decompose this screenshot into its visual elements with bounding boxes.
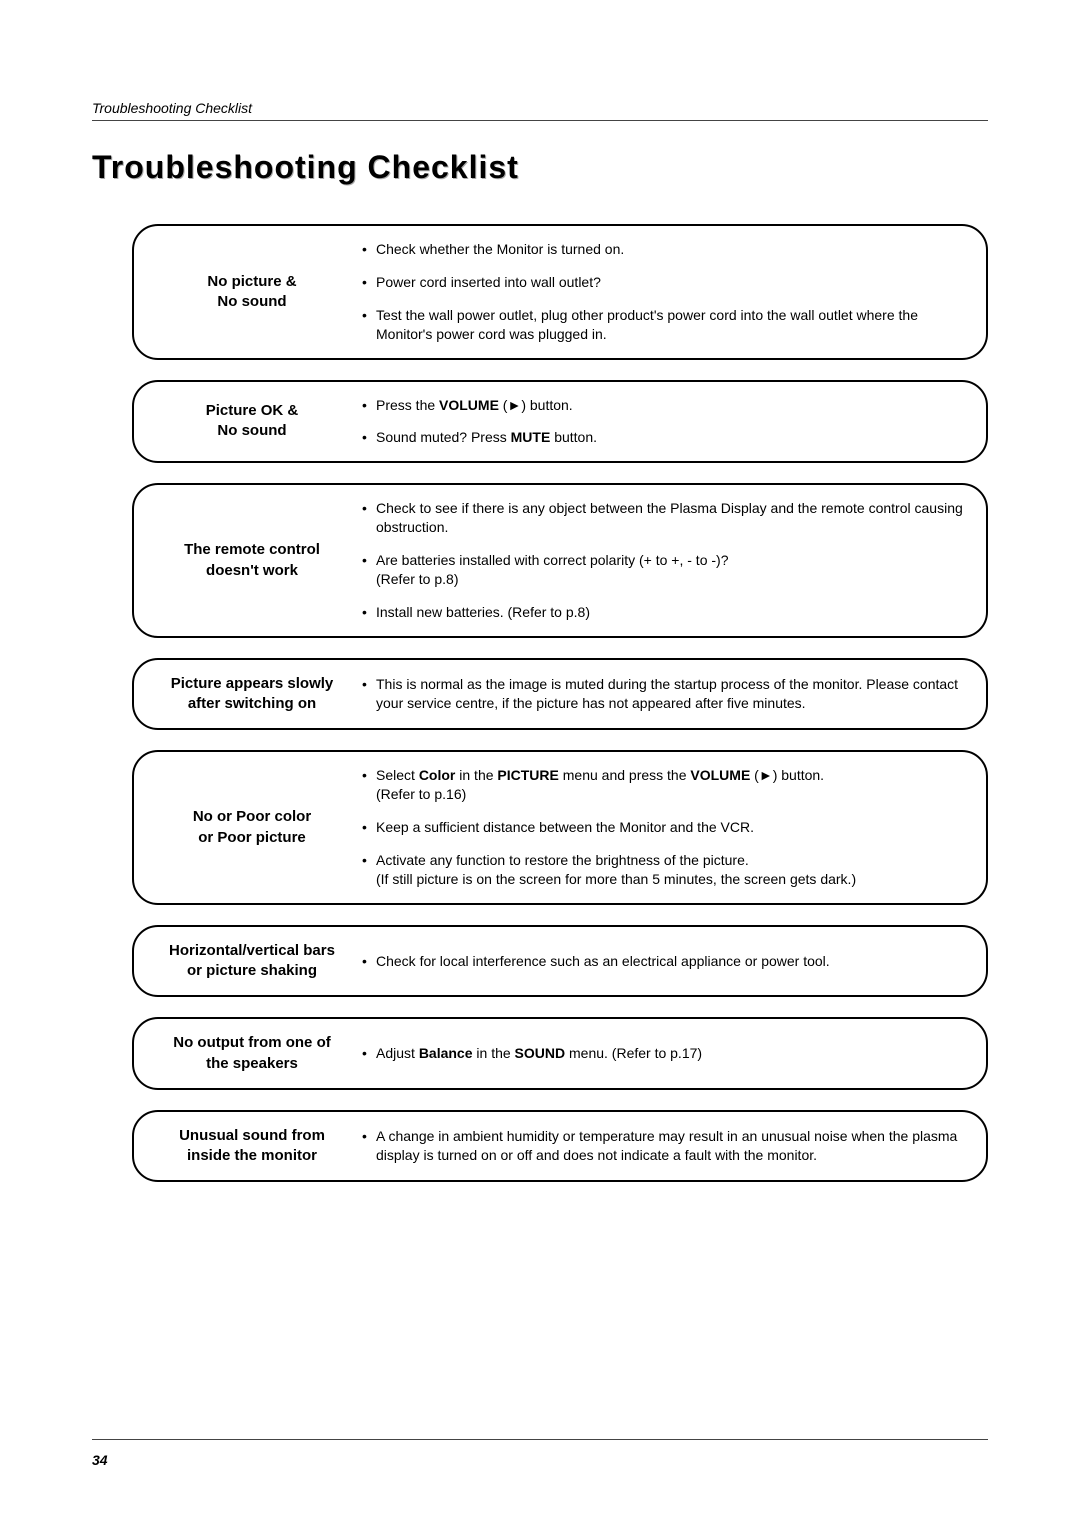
remedy-item: Activate any function to restore the bri…	[362, 851, 964, 889]
troubleshooting-box: Picture appears slowlyafter switching on…	[132, 658, 988, 731]
remedy-list: Check for local interference such as an …	[362, 952, 964, 971]
remedy-item: Keep a sufficient distance between the M…	[362, 818, 964, 837]
remedy-list: Adjust Balance in the SOUND menu. (Refer…	[362, 1044, 964, 1063]
remedy-list: Check to see if there is any object betw…	[362, 499, 964, 621]
symptom-label: No or Poor coloror Poor picture	[142, 807, 362, 848]
remedy-item: Power cord inserted into wall outlet?	[362, 273, 964, 292]
troubleshooting-box: The remote controldoesn't workCheck to s…	[132, 483, 988, 637]
remedy-item: Install new batteries. (Refer to p.8)	[362, 603, 964, 622]
remedy-item: Sound muted? Press MUTE button.	[362, 428, 964, 447]
remedy-list: Select Color in the PICTURE menu and pre…	[362, 766, 964, 888]
page-number: 34	[92, 1452, 108, 1468]
page-title: Troubleshooting Checklist	[92, 149, 988, 186]
remedy-list: Press the VOLUME (►) button. Sound muted?…	[362, 396, 964, 448]
remedy-item: Check to see if there is any object betw…	[362, 499, 964, 537]
symptom-label: Picture OK &No sound	[142, 401, 362, 442]
symptom-label: The remote controldoesn't work	[142, 540, 362, 581]
remedy-list: A change in ambient humidity or temperat…	[362, 1127, 964, 1165]
troubleshooting-box: Unusual sound frominside the monitorA ch…	[132, 1110, 988, 1183]
symptom-label: Horizontal/vertical barsor picture shaki…	[142, 941, 362, 982]
troubleshooting-box: No or Poor coloror Poor pictureSelect Co…	[132, 750, 988, 904]
remedy-item: Press the VOLUME (►) button.	[362, 396, 964, 415]
troubleshooting-box: Horizontal/vertical barsor picture shaki…	[132, 925, 988, 998]
remedy-item: Check whether the Monitor is turned on.	[362, 240, 964, 259]
remedy-item: Check for local interference such as an …	[362, 952, 964, 971]
symptom-label: No output from one ofthe speakers	[142, 1033, 362, 1074]
symptom-label: Picture appears slowlyafter switching on	[142, 674, 362, 715]
header-rule	[92, 120, 988, 121]
remedy-item: Select Color in the PICTURE menu and pre…	[362, 766, 964, 804]
remedy-item: A change in ambient humidity or temperat…	[362, 1127, 964, 1165]
symptom-label: No picture &No sound	[142, 272, 362, 313]
symptom-label: Unusual sound frominside the monitor	[142, 1126, 362, 1167]
footer-rule	[92, 1439, 988, 1440]
troubleshooting-list: No picture &No soundCheck whether the Mo…	[92, 224, 988, 1182]
troubleshooting-box: Picture OK &No soundPress the VOLUME (►)…	[132, 380, 988, 464]
remedy-item: Adjust Balance in the SOUND menu. (Refer…	[362, 1044, 964, 1063]
remedy-item: This is normal as the image is muted dur…	[362, 675, 964, 713]
remedy-item: Are batteries installed with correct pol…	[362, 551, 964, 589]
running-head: Troubleshooting Checklist	[92, 100, 988, 116]
remedy-item: Test the wall power outlet, plug other p…	[362, 306, 964, 344]
remedy-list: Check whether the Monitor is turned on. P…	[362, 240, 964, 344]
troubleshooting-box: No output from one ofthe speakersAdjust …	[132, 1017, 988, 1090]
troubleshooting-box: No picture &No soundCheck whether the Mo…	[132, 224, 988, 360]
remedy-list: This is normal as the image is muted dur…	[362, 675, 964, 713]
